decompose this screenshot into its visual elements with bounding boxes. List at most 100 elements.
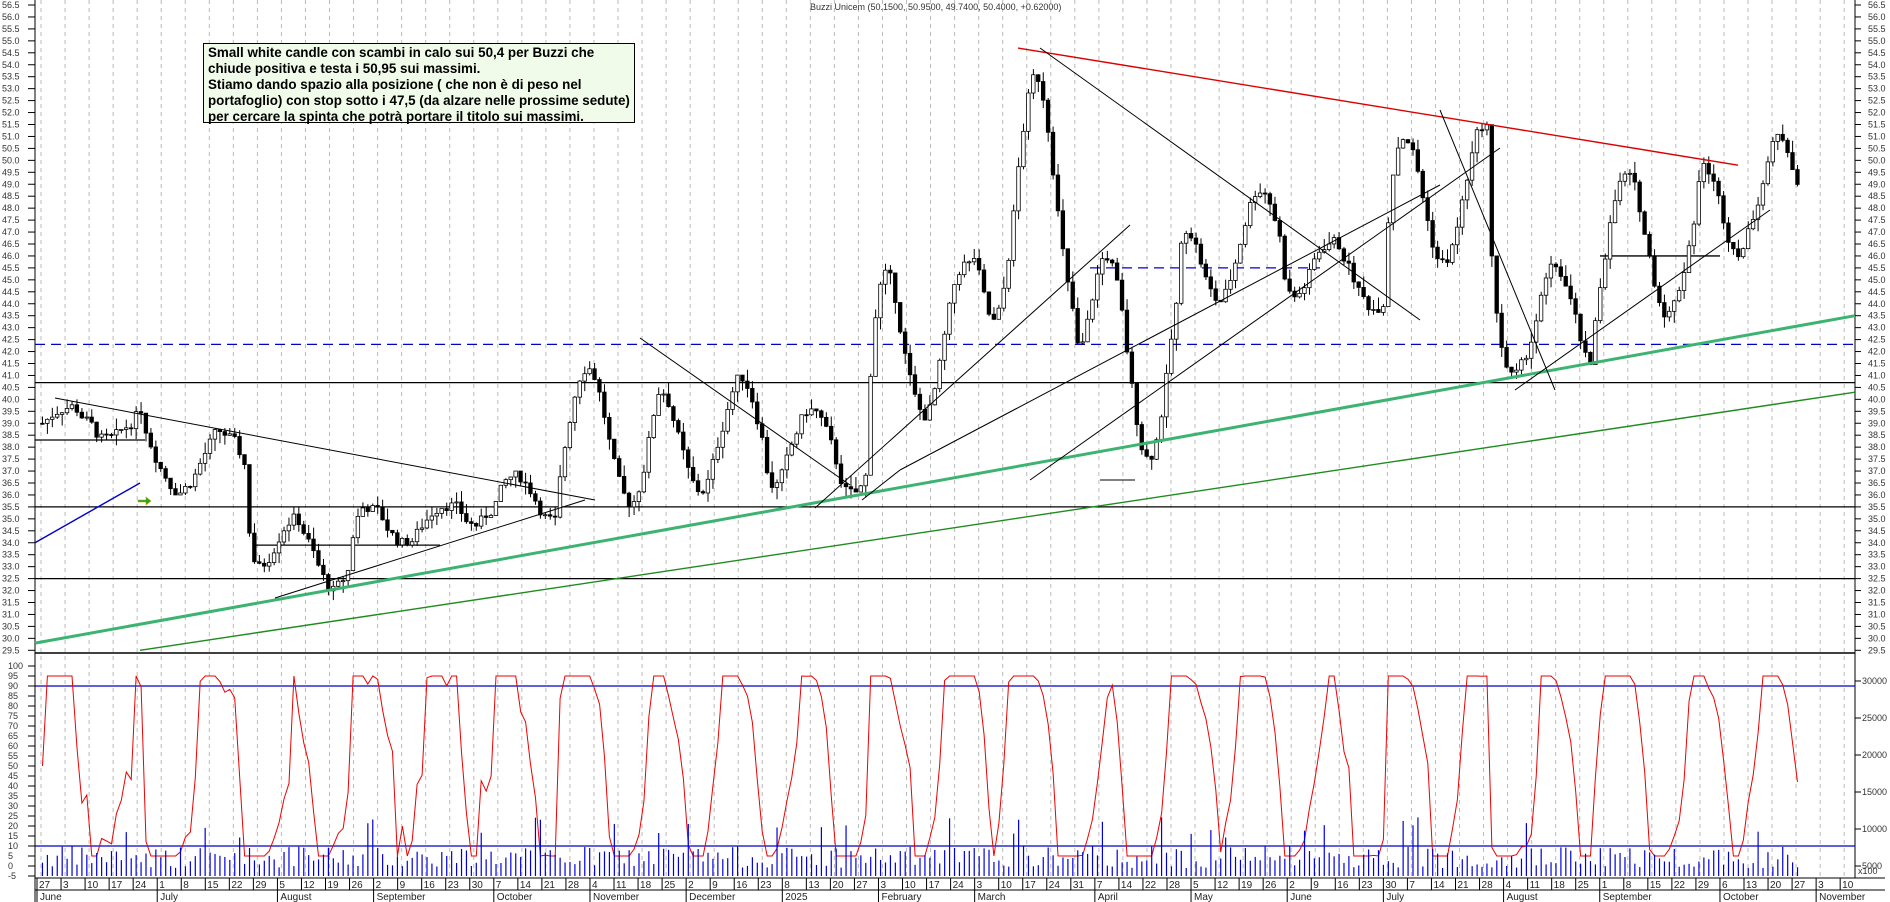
svg-text:36.0: 36.0 [1868, 490, 1886, 500]
svg-text:2: 2 [1289, 880, 1295, 891]
svg-text:5000: 5000 [1862, 861, 1882, 871]
svg-text:33.5: 33.5 [1868, 550, 1886, 560]
svg-text:53.0: 53.0 [1868, 84, 1886, 94]
svg-text:16: 16 [424, 880, 436, 891]
svg-text:19: 19 [1241, 880, 1253, 891]
svg-text:35: 35 [8, 791, 18, 801]
svg-text:47.0: 47.0 [1868, 227, 1886, 237]
svg-text:53.5: 53.5 [2, 72, 20, 82]
svg-text:23: 23 [1361, 880, 1373, 891]
annotation-line: chiude positiva e testa i 50,95 sui mass… [208, 61, 481, 76]
svg-text:June: June [1290, 892, 1312, 902]
svg-text:48.0: 48.0 [2, 203, 20, 213]
svg-text:35.5: 35.5 [1868, 502, 1886, 512]
svg-text:44.0: 44.0 [1868, 299, 1886, 309]
svg-text:May: May [1194, 892, 1213, 902]
svg-text:47.5: 47.5 [1868, 215, 1886, 225]
svg-text:11: 11 [616, 880, 627, 891]
svg-text:80: 80 [8, 701, 18, 711]
svg-text:37.0: 37.0 [1868, 466, 1886, 476]
svg-text:31: 31 [1073, 880, 1085, 891]
svg-text:52.0: 52.0 [2, 108, 20, 118]
svg-text:44.0: 44.0 [2, 299, 20, 309]
svg-text:85: 85 [8, 691, 18, 701]
svg-text:56.5: 56.5 [2, 0, 20, 10]
svg-text:July: July [160, 892, 178, 902]
svg-text:7: 7 [496, 880, 502, 891]
svg-text:14: 14 [1121, 880, 1133, 891]
svg-text:9: 9 [712, 880, 718, 891]
svg-text:52.5: 52.5 [2, 96, 20, 106]
svg-text:5: 5 [1193, 880, 1199, 891]
svg-text:46.5: 46.5 [1868, 239, 1886, 249]
svg-text:65: 65 [8, 731, 18, 741]
svg-text:47.5: 47.5 [2, 215, 20, 225]
svg-text:28: 28 [1482, 880, 1494, 891]
svg-text:42.0: 42.0 [2, 347, 20, 357]
svg-text:39.0: 39.0 [2, 418, 20, 428]
svg-text:55.0: 55.0 [1868, 36, 1886, 46]
svg-text:100: 100 [8, 661, 23, 671]
svg-text:29.5: 29.5 [2, 645, 20, 655]
svg-text:38.0: 38.0 [1868, 442, 1886, 452]
svg-text:45.0: 45.0 [2, 275, 20, 285]
svg-text:20: 20 [1770, 880, 1782, 891]
svg-text:41.0: 41.0 [1868, 370, 1886, 380]
svg-text:33.0: 33.0 [1868, 562, 1886, 572]
svg-text:51.0: 51.0 [2, 131, 20, 141]
svg-text:31.5: 31.5 [1868, 598, 1886, 608]
svg-text:13: 13 [808, 880, 820, 891]
svg-text:54.0: 54.0 [2, 60, 20, 70]
svg-text:13: 13 [1746, 880, 1758, 891]
svg-text:2: 2 [376, 880, 382, 891]
svg-text:30.0: 30.0 [1868, 633, 1886, 643]
price-axis-right: 56.5 56.0 55.5 55.0 54.5 54.0 53.5 53.0 52.5 52.0… [1855, 0, 1887, 876]
svg-text:21: 21 [1457, 880, 1469, 891]
svg-text:36.0: 36.0 [2, 490, 20, 500]
svg-text:25000: 25000 [1862, 713, 1887, 723]
svg-text:48.5: 48.5 [1868, 191, 1886, 201]
price-axis-left: 56.5 56.0 55.5 55.0 54.5 54.0 53.5 53.0 52.5 52.0… [2, 0, 35, 881]
svg-text:45.5: 45.5 [1868, 263, 1886, 273]
svg-text:46.0: 46.0 [2, 251, 20, 261]
svg-text:9: 9 [400, 880, 406, 891]
svg-text:10: 10 [1842, 880, 1854, 891]
svg-text:52.0: 52.0 [1868, 108, 1886, 118]
svg-text:30000: 30000 [1862, 676, 1887, 686]
svg-text:36.5: 36.5 [1868, 478, 1886, 488]
svg-text:24: 24 [135, 880, 147, 891]
svg-text:39.5: 39.5 [1868, 406, 1886, 416]
svg-text:40.0: 40.0 [1868, 394, 1886, 404]
svg-text:14: 14 [1433, 880, 1445, 891]
svg-text:22: 22 [1145, 880, 1157, 891]
svg-text:54.5: 54.5 [2, 48, 20, 58]
svg-text:30: 30 [8, 801, 18, 811]
svg-text:25: 25 [664, 880, 676, 891]
svg-text:51.5: 51.5 [1868, 120, 1886, 130]
svg-text:August: August [280, 892, 311, 902]
svg-text:49.5: 49.5 [1868, 167, 1886, 177]
svg-text:8: 8 [784, 880, 790, 891]
svg-text:17: 17 [111, 880, 123, 891]
svg-text:20000: 20000 [1862, 750, 1887, 760]
svg-text:45.5: 45.5 [2, 263, 20, 273]
date-axis: 27 3 10 17 24 1 8 15 22 29 5 12 19 26 2 9 16 23 30 7 14 21 28 4… [36, 878, 1866, 902]
svg-text:30: 30 [472, 880, 484, 891]
svg-text:7: 7 [1097, 880, 1103, 891]
svg-text:July: July [1386, 892, 1404, 902]
svg-text:31.0: 31.0 [1868, 609, 1886, 619]
svg-text:32.0: 32.0 [2, 586, 20, 596]
svg-text:60: 60 [8, 741, 18, 751]
svg-text:1: 1 [1602, 880, 1608, 891]
svg-text:20: 20 [8, 821, 18, 831]
svg-text:x100: x100 [1858, 866, 1878, 876]
oscillator-pane [35, 675, 1855, 857]
svg-text:February: February [881, 892, 921, 902]
annotation-line: per cercare la spinta che potrà portare … [208, 109, 584, 124]
analysis-annotation: Small white candle con scambi in calo su… [203, 43, 635, 124]
svg-text:55.5: 55.5 [1868, 24, 1886, 34]
green-arrow-icon [137, 496, 152, 506]
svg-text:4: 4 [592, 880, 598, 891]
svg-text:September: September [1603, 892, 1653, 902]
svg-text:53.5: 53.5 [1868, 72, 1886, 82]
